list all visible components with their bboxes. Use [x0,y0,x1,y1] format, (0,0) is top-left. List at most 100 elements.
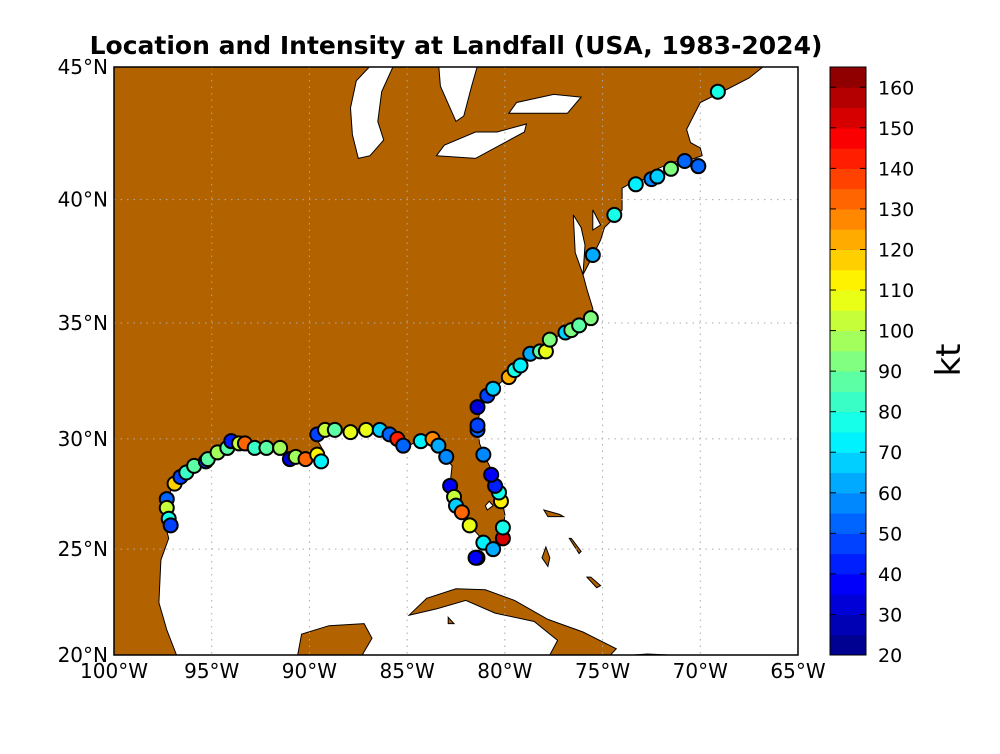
longitude-tick-labels: 100°W 95°W 90°W 85°W 80°W 75°W 70°W 65°W [80,659,826,683]
landfall-point [326,421,343,438]
landfall-point [258,439,275,456]
island [568,537,582,555]
latitude-tick-label: 25°N [58,537,108,561]
colorbar-bin [830,452,866,474]
colorbar-bin [830,107,866,129]
landfall-point [461,517,478,534]
lake [435,123,528,159]
latitude-tick-labels: 20°N 25°N 30°N 35°N 40°N 45°N [58,55,108,667]
landfall-point [358,421,375,438]
colorbar-bin [830,431,866,453]
lake [349,67,394,159]
colorbar-tick-label: 20 [878,645,902,667]
colorbar-tick-label: 70 [878,442,902,464]
lake [438,67,478,123]
landfall-point [662,160,679,177]
landfall-point [582,310,599,327]
colorbar-bin [830,594,866,615]
colorbar-bin [830,350,866,372]
colorbar-tick-labels: 20 30 40 50 60 70 80 90 100 110 120 130 140 150 160 [830,77,914,667]
colorbar-tick-label: 140 [878,158,914,180]
landfall-point [453,504,470,521]
colorbar-bin [830,513,866,534]
chart-title: Location and Intensity at Landfall (USA,… [90,31,823,60]
landfall-point [584,246,601,263]
landfall-point [676,152,693,169]
island [407,588,618,655]
colorbar-tick-label: 100 [878,321,914,343]
colorbar-tick-label: 130 [878,199,914,221]
colorbar-bin [830,330,866,352]
landfall-point [541,331,558,348]
colorbar-bin [830,371,866,392]
colorbar-tick-label: 80 [878,402,902,424]
landfall-point [494,519,511,536]
island [541,545,551,568]
water-bodies [158,67,798,655]
longitude-tick-label: 80°W [477,659,532,683]
longitude-tick-label: 85°W [380,659,435,683]
colorbar-bin [830,148,866,169]
longitude-tick-label: 95°W [184,659,239,683]
landfall-point [342,424,359,441]
landfall-point [467,549,484,566]
colorbar-tick-label: 120 [878,239,914,261]
colorbar-bin [830,188,866,210]
colorbar-bin [830,87,866,109]
landfall-points [158,83,726,566]
colorbar-tick-label: 160 [878,77,914,99]
landfall-point [485,541,502,558]
colorbar-tick-label: 150 [878,118,914,140]
colorbar-bin [830,411,866,433]
colorbar-bins [830,67,866,656]
colorbar-bin [830,168,866,190]
colorbar-tick-label: 110 [878,280,914,302]
colorbar-bin [830,127,866,149]
landfall-point [162,517,179,534]
colorbar-bin [830,310,866,332]
colorbar-tick-label: 40 [878,564,902,586]
longitude-tick-label: 75°W [575,659,630,683]
island [447,616,456,625]
latitude-tick-label: 35°N [58,311,108,335]
island [542,509,566,518]
colorbar-tick-label: 30 [878,604,902,626]
lake [572,214,586,275]
colorbar: 20 30 40 50 60 70 80 90 100 110 120 130 140 150 160 kt [829,66,969,667]
island [585,576,602,589]
colorbar-bin [830,533,866,555]
gridlines [114,67,798,655]
axes-frame [113,66,799,656]
landfall-point [571,317,588,334]
colorbar-bin [830,269,866,291]
landfall-point [438,448,455,465]
map-axes: 100°W 95°W 90°W 85°W 80°W 75°W 70°W 65°W 20°N 25… [58,55,826,683]
colorbar-bin [830,614,866,636]
colorbar-bin [830,391,866,413]
colorbar-frame [829,66,867,656]
colorbar-tick-label: 50 [878,523,902,545]
latitude-tick-label: 20°N [58,643,108,667]
longitude-tick-label: 65°W [770,659,825,683]
latitude-tick-label: 45°N [58,55,108,79]
landfall-point [469,417,486,434]
landfall-point [690,158,707,175]
longitude-tick-label: 70°W [673,659,728,683]
landfall-point [475,446,492,463]
colorbar-bin [830,472,866,494]
landfall-point [606,206,623,223]
landfall-point [512,357,529,374]
landfall-point [430,437,447,454]
latitude-tick-label: 40°N [58,188,108,212]
colorbar-tick-label: 90 [878,361,902,383]
latitude-tick-label: 30°N [58,427,108,451]
landfall-point [627,176,644,193]
lake [484,500,494,511]
landfall-point [649,168,666,185]
lake [507,93,583,114]
landfall-point [395,437,412,454]
colorbar-bin [830,573,866,595]
colorbar-tick-label: 60 [878,483,902,505]
colorbar-bin [830,67,866,88]
